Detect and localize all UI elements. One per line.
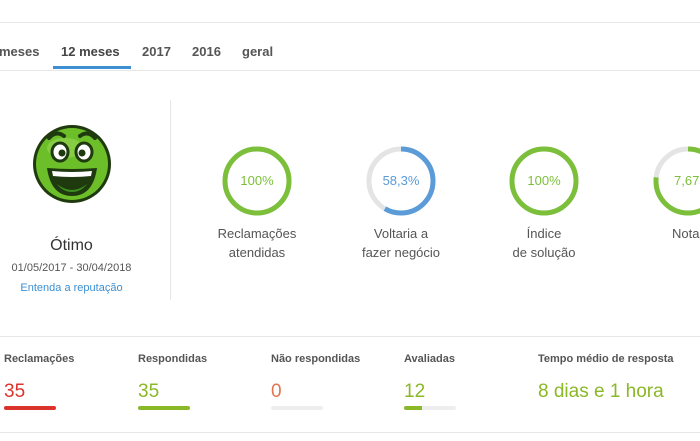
stat-value-reclamacoes: 35 xyxy=(4,381,26,402)
top-divider xyxy=(0,22,700,23)
gauge-voltaria-negocio: 58,3% xyxy=(365,145,437,217)
stat-value-tempo-medio: 8 dias e 1 hora xyxy=(538,381,664,402)
gauge-value: 100% xyxy=(527,173,561,188)
stat-value-nao-respondidas: 0 xyxy=(271,381,282,402)
gauge-value: 100% xyxy=(240,173,274,188)
tab-12-meses[interactable]: 12 meses xyxy=(61,44,120,59)
stat-value-avaliadas: 12 xyxy=(404,381,426,402)
bottom-divider xyxy=(0,432,700,433)
active-tab-indicator xyxy=(53,66,131,69)
tab-2016[interactable]: 2016 xyxy=(192,44,221,59)
stats-divider xyxy=(0,336,700,337)
stat-title-respondidas: Respondidas xyxy=(138,353,208,365)
stat-bar-reclamacoes xyxy=(4,406,56,410)
gauge-label: Reclamações atendidas xyxy=(217,226,297,260)
reputation-help-link[interactable]: Entenda a reputação xyxy=(20,282,123,294)
reputation-label: Ótimo xyxy=(50,237,93,254)
tab-2017[interactable]: 2017 xyxy=(142,44,171,59)
vertical-divider xyxy=(170,100,171,300)
stat-title-nao-respondidas: Não respondidas xyxy=(271,353,361,365)
gauge-value: 7,67 xyxy=(674,173,700,188)
gauge-label: Nota xyxy=(672,226,700,241)
stat-title-avaliadas: Avaliadas xyxy=(404,353,455,365)
stat-title-tempo-medio: Tempo médio de resposta xyxy=(538,353,674,365)
tab-meses[interactable]: meses xyxy=(0,44,40,59)
tab-geral[interactable]: geral xyxy=(242,44,274,59)
tabs-divider xyxy=(0,70,700,71)
stat-bar-avaliadas xyxy=(404,406,456,410)
reputation-period: 01/05/2017 - 30/04/2018 xyxy=(11,262,132,274)
stat-bar-nao-respondidas xyxy=(271,406,323,410)
gauge-reclamacoes-atendidas: 100% xyxy=(221,145,293,217)
gauge-label: Voltaria a fazer negócio xyxy=(361,226,441,260)
gauge-nota: 7,67 xyxy=(652,145,700,217)
gauge-label: Índice de solução xyxy=(512,226,576,260)
happy-face-icon xyxy=(29,118,115,204)
gauge-value: 58,3% xyxy=(382,173,420,188)
gauge-indice-solucao: 100% xyxy=(508,145,580,217)
period-tabs: meses 12 meses 2017 2016 geral xyxy=(0,34,700,70)
stat-bar-respondidas xyxy=(138,406,190,410)
stat-title-reclamacoes: Reclamações xyxy=(4,353,75,365)
stat-value-respondidas: 35 xyxy=(138,381,160,402)
